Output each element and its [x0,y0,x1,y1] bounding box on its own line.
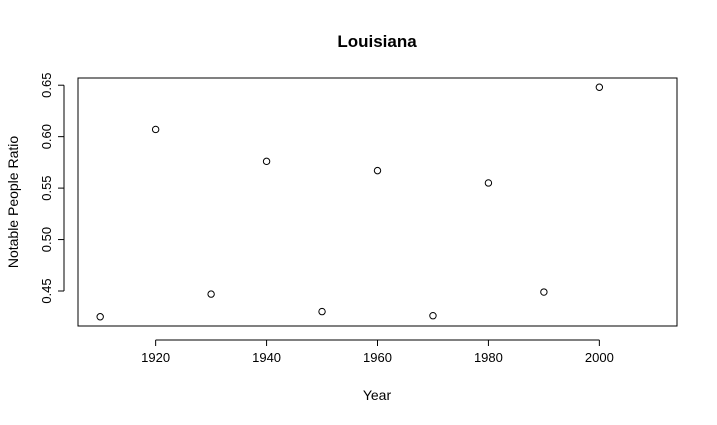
data-point [96,313,104,321]
y-tick-label: 0.65 [39,73,54,98]
data-point [151,125,160,134]
x-tick-label: 1940 [252,350,281,365]
x-axis-label: Year [363,387,392,403]
x-tick-label: 1920 [141,350,170,365]
data-point [318,307,326,316]
y-tick-label: 0.50 [39,227,54,252]
data-point [429,312,437,320]
y-axis-label: Notable People Ratio [5,136,21,269]
data-point [207,290,215,298]
chart-title: Louisiana [337,32,417,51]
data-point [262,157,271,166]
data-point [595,83,604,91]
y-axis: 0.45 0.50 0.55 0.60 0.65 [39,73,65,304]
data-points [96,83,604,321]
data-point [484,179,493,187]
data-point [540,288,548,296]
y-tick-label: 0.55 [39,175,54,200]
y-tick-label: 0.45 [39,278,54,303]
plot-frame [77,77,678,327]
data-point [373,166,382,175]
x-tick-label: 1980 [474,350,503,365]
x-tick-label: 1960 [363,350,392,365]
y-tick-label: 0.60 [39,124,54,149]
x-tick-label: 2000 [585,350,614,365]
x-axis: 1920 1940 1960 1980 2000 [141,339,614,365]
